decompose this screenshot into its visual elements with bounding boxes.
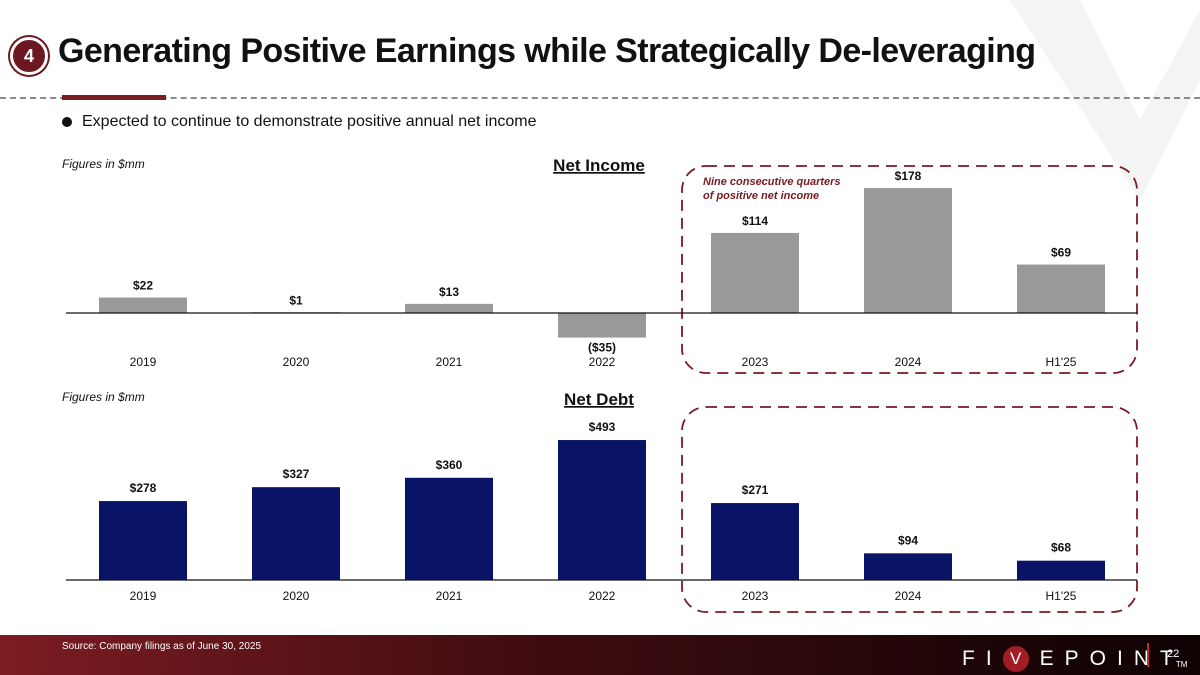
footer-bar: Source: Company filings as of June 30, 2… — [0, 635, 1200, 675]
data-label-2024: $178 — [895, 169, 922, 183]
net-income-units-note: Figures in $mm — [62, 157, 145, 171]
chart-title: Net Income — [553, 156, 645, 175]
data-label-2020: $1 — [289, 293, 303, 307]
bar-H1'25 — [1017, 560, 1105, 580]
tick-label-2024: 2024 — [895, 355, 922, 369]
section-number-badge: 4 — [10, 37, 48, 75]
data-label-2020: $327 — [283, 467, 310, 481]
logo-watermark — [1010, 0, 1200, 200]
data-label-2019: $22 — [133, 279, 153, 293]
logo-v-mark: V — [1002, 646, 1029, 672]
tick-label-2021: 2021 — [436, 589, 463, 603]
bar-2019 — [99, 297, 187, 313]
bar-H1'25 — [1017, 264, 1105, 313]
data-label-2024: $94 — [898, 533, 918, 547]
bar-2019 — [99, 501, 187, 580]
data-label-2021: $13 — [439, 285, 459, 299]
tick-label-2022: 2022 — [589, 589, 616, 603]
fivepoint-logo: FI V EPOINT TM — [962, 646, 1187, 672]
logo-text-end: EPOINT — [1039, 647, 1184, 670]
bar-2021 — [405, 303, 493, 313]
slide-title: Generating Positive Earnings while Strat… — [58, 32, 1036, 70]
bar-2022 — [558, 313, 646, 338]
tick-label-H1'25: H1'25 — [1046, 589, 1077, 603]
bar-2022 — [558, 440, 646, 580]
highlight-dashed-box — [681, 406, 1138, 613]
bullet-text: Expected to continue to demonstrate posi… — [82, 113, 537, 130]
tick-label-2021: 2021 — [436, 355, 463, 369]
data-label-2022: $493 — [589, 420, 616, 434]
data-label-2022: ($35) — [588, 341, 616, 355]
tick-label-2019: 2019 — [130, 589, 157, 603]
annotation-line-1: Nine consecutive quarters — [703, 176, 841, 188]
annotation-line-2: of positive net income — [703, 190, 819, 202]
tick-label-2023: 2023 — [742, 355, 769, 369]
bullet-point: Expected to continue to demonstrate posi… — [62, 113, 537, 131]
logo-text-start: FI — [962, 647, 1003, 670]
tick-label-2019: 2019 — [130, 355, 157, 369]
bar-2024 — [864, 553, 952, 580]
tick-label-2024: 2024 — [895, 589, 922, 603]
chart-title: Net Debt — [564, 390, 634, 409]
bullet-icon — [62, 117, 72, 127]
title-accent-bar — [62, 95, 166, 100]
data-label-2023: $271 — [742, 483, 769, 497]
source-note: Source: Company filings as of June 30, 2… — [62, 641, 262, 652]
data-label-H1'25: $69 — [1051, 246, 1071, 260]
tick-label-2023: 2023 — [742, 589, 769, 603]
tick-label-2022: 2022 — [589, 355, 616, 369]
data-label-H1'25: $68 — [1051, 541, 1071, 555]
tick-label-2020: 2020 — [283, 355, 310, 369]
title-divider — [0, 97, 1200, 99]
data-label-2019: $278 — [130, 481, 157, 495]
data-label-2023: $114 — [742, 214, 768, 228]
page-number: 22 — [1167, 648, 1180, 660]
bar-2020 — [252, 312, 340, 313]
bar-2023 — [711, 232, 799, 313]
bar-2020 — [252, 487, 340, 580]
data-label-2021: $360 — [436, 458, 463, 472]
tick-label-2020: 2020 — [283, 589, 310, 603]
logo-trademark: TM — [1175, 660, 1188, 669]
bar-2023 — [711, 503, 799, 580]
tick-label-H1'25: H1'25 — [1046, 355, 1077, 369]
net-debt-units-note: Figures in $mm — [62, 390, 145, 404]
footer-divider — [1147, 643, 1149, 667]
bar-2021 — [405, 477, 493, 580]
bar-2024 — [864, 187, 952, 313]
